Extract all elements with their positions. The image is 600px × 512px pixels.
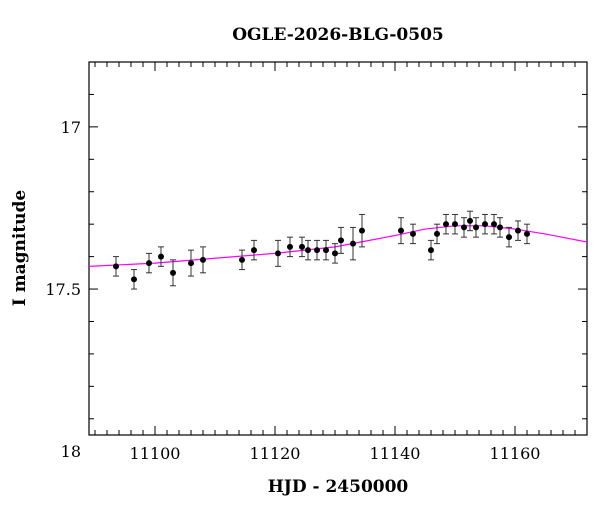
point-marker	[491, 221, 497, 228]
data-point	[275, 239, 281, 267]
y-tick-label: 17.5	[45, 280, 81, 299]
data-point	[506, 226, 512, 248]
data-point	[239, 249, 245, 271]
point-marker	[338, 237, 344, 244]
data-point	[323, 239, 329, 261]
y-axis-label: I magnitude	[10, 190, 30, 307]
data-point	[332, 243, 338, 264]
data-point	[473, 217, 479, 238]
point-marker	[428, 247, 434, 254]
data-point	[410, 223, 416, 245]
x-tick-label: 11100	[130, 444, 181, 463]
data-point	[299, 236, 305, 258]
data-point	[482, 213, 488, 235]
point-marker	[305, 247, 311, 254]
model-curve	[89, 225, 587, 267]
data-point	[131, 269, 137, 290]
x-tick-label: 11120	[250, 444, 301, 463]
data-point	[461, 217, 467, 238]
point-marker	[452, 221, 458, 228]
point-marker	[275, 250, 281, 257]
point-marker	[473, 224, 479, 231]
data-point	[188, 249, 194, 277]
data-point	[200, 246, 206, 274]
point-marker	[314, 247, 320, 254]
point-marker	[515, 227, 521, 234]
y-tick-label: 17	[61, 118, 81, 137]
point-marker	[410, 230, 416, 237]
data-point	[359, 213, 365, 248]
y-tick-label: 18	[61, 442, 81, 461]
point-marker	[497, 224, 503, 231]
point-marker	[443, 221, 449, 228]
data-point	[251, 239, 257, 261]
point-marker	[524, 230, 530, 237]
data-point	[443, 213, 449, 235]
point-marker	[188, 260, 194, 267]
point-marker	[482, 221, 488, 228]
point-marker	[467, 217, 473, 224]
point-marker	[398, 227, 404, 234]
point-marker	[113, 263, 119, 270]
data-points	[113, 210, 530, 290]
data-point	[338, 226, 344, 254]
data-point	[287, 236, 293, 258]
point-marker	[506, 234, 512, 241]
point-marker	[251, 247, 257, 254]
x-axis-label: HJD - 2450000	[268, 477, 409, 497]
data-point	[452, 213, 458, 235]
point-marker	[287, 243, 293, 250]
point-marker	[359, 227, 365, 234]
data-point	[158, 246, 164, 267]
point-marker	[158, 253, 164, 260]
data-point	[305, 239, 311, 261]
point-marker	[131, 276, 137, 283]
x-tick-label: 11160	[490, 444, 541, 463]
point-marker	[332, 250, 338, 257]
data-point	[314, 239, 320, 261]
chart-title: OGLE-2026-BLG-0505	[232, 25, 444, 45]
point-marker	[323, 247, 329, 254]
data-point	[491, 213, 497, 235]
plot-area	[89, 210, 587, 290]
data-point	[113, 256, 119, 277]
data-point	[497, 217, 503, 238]
plot-frame	[88, 61, 588, 436]
point-marker	[434, 230, 440, 237]
data-point	[524, 223, 530, 245]
data-point	[350, 226, 356, 261]
data-point	[146, 252, 152, 274]
x-tick-label: 11140	[370, 444, 421, 463]
data-point	[515, 220, 521, 241]
point-marker	[239, 256, 245, 263]
point-marker	[170, 269, 176, 276]
data-point	[428, 239, 434, 261]
point-marker	[200, 256, 206, 263]
data-point	[467, 210, 473, 232]
point-marker	[350, 240, 356, 247]
data-point	[170, 259, 176, 287]
point-marker	[299, 243, 305, 250]
point-marker	[146, 260, 152, 267]
axis-tick-labels: 11100 11120 11140 11160 17 17.5 18	[45, 118, 540, 463]
data-point	[434, 223, 440, 245]
point-marker	[461, 224, 467, 231]
data-point	[398, 217, 404, 245]
axis-ticks	[89, 61, 588, 435]
